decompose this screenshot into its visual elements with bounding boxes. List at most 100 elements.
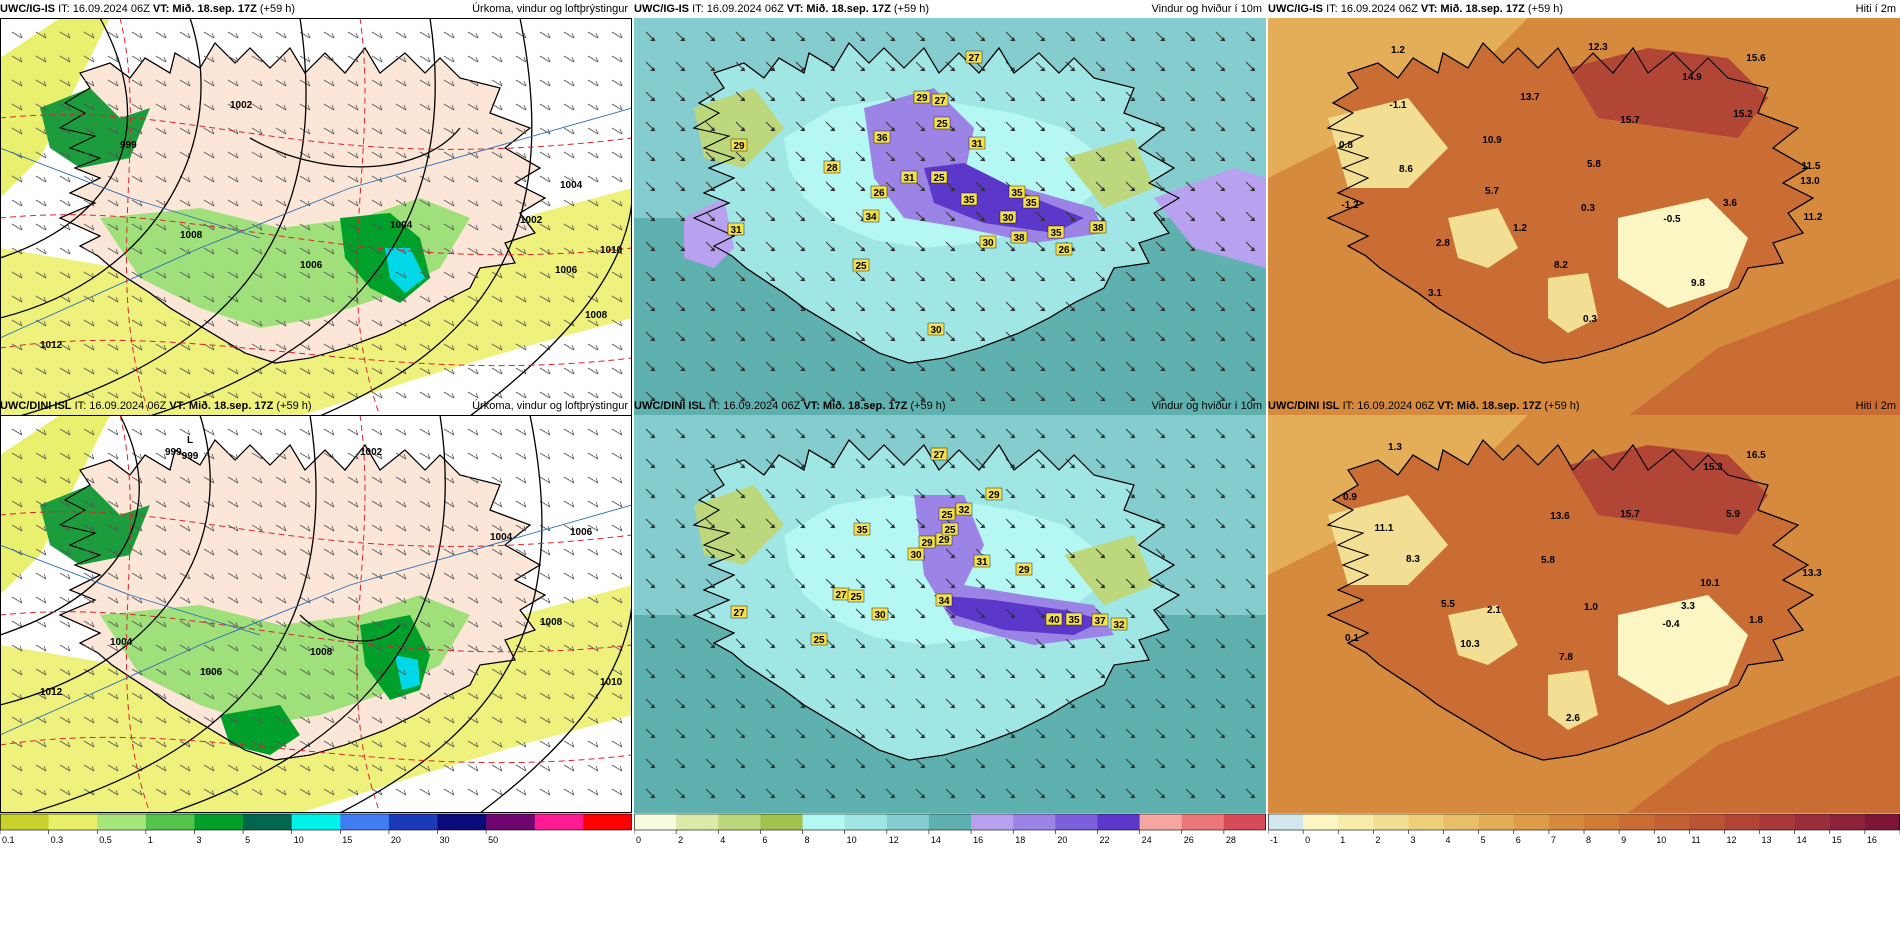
gust-label: 36 <box>873 130 891 144</box>
colorbar-tick: 20 <box>1057 835 1067 845</box>
svg-text:40: 40 <box>1048 615 1060 626</box>
low-pressure-value: 999 <box>182 451 199 462</box>
colorbar-swatch <box>388 814 439 830</box>
colorbar-tick: 8 <box>805 835 810 845</box>
colorbar-swatch <box>1584 814 1620 830</box>
gust-label: 27 <box>965 50 983 64</box>
colorbar-swatch <box>1013 814 1056 830</box>
temp-area <box>1568 48 1768 138</box>
gust-label: 32 <box>1110 617 1128 631</box>
isobar-label: 1002 <box>230 100 253 111</box>
gust-label: 28 <box>823 160 841 174</box>
coastline-outline <box>692 439 1181 761</box>
gust-label: 29 <box>985 487 1003 501</box>
temp-label: 3.6 <box>1723 198 1737 209</box>
colorbar-tick: 14 <box>931 835 941 845</box>
colorbar-swatch <box>634 814 677 830</box>
map-view[interactable]: 1.3 16.5 15.3 0.9 13.6 15.7 5.9 11.1 8.3 5.8 10.1 1… <box>1268 415 1900 813</box>
isobar-label: 1004 <box>110 637 133 648</box>
temp-label: 11.1 <box>1375 523 1394 534</box>
temp-label: 5.8 <box>1541 555 1555 566</box>
temp-label: -1.2 <box>1341 200 1359 211</box>
map-view[interactable]: 1002 1004 1006 1008 1010 1012 999 1002 1004 1006 1… <box>0 17 634 417</box>
model-name: UWC/DINI ISL <box>634 400 706 412</box>
temp-area <box>1618 595 1748 705</box>
gust-label: 31 <box>727 222 745 236</box>
colorbar-swatch <box>1303 814 1339 830</box>
gust-label: 30 <box>979 235 997 249</box>
temp-label: 0.9 <box>1343 492 1357 503</box>
temp-label: 12.3 <box>1588 42 1608 53</box>
colorbar-swatch <box>1181 814 1225 830</box>
gust-label: 27 <box>931 93 949 107</box>
coastline-outline <box>1326 439 1815 761</box>
gust-label: 40 <box>1045 612 1063 626</box>
colorbar-swatch <box>1408 814 1445 830</box>
temp-label: -1.1 <box>1389 100 1407 111</box>
valid-time-label: VT: <box>803 400 820 412</box>
valid-time: Mið. 18.sep. 17Z <box>806 3 891 15</box>
temp-label: 14.9 <box>1682 72 1702 83</box>
colorbar-tick: 1 <box>1340 835 1345 845</box>
temp-label: -0.4 <box>1662 619 1680 630</box>
valid-time: Mið. 18.sep. 17Z <box>1456 400 1542 412</box>
colorbar-tick: 16 <box>973 835 983 845</box>
valid-time: Mið. 18.sep. 17Z <box>188 400 274 412</box>
graticule <box>0 147 261 239</box>
temp-area <box>1548 273 1598 333</box>
gust-label: 25 <box>933 116 951 130</box>
valid-time-label: VT: <box>152 3 170 15</box>
panel-header: UWC/IG-IS IT: 16.09.2024 06Z VT: Mið. 18… <box>0 0 632 18</box>
colorbar-tick: 24 <box>1142 835 1152 845</box>
isobar-label: 1008 <box>585 310 608 321</box>
colorbar-tick: 10 <box>294 835 304 845</box>
panel-title: Hiti í 2m <box>1855 400 1896 412</box>
wind-area <box>1154 168 1266 268</box>
colorbar: -101234567891011121314151617 <box>1267 813 1900 845</box>
svg-text:31: 31 <box>730 225 742 236</box>
colorbar-tick: 11 <box>1691 835 1700 845</box>
temp-label: 5.7 <box>1485 186 1499 197</box>
svg-text:30: 30 <box>874 610 886 621</box>
temp-area <box>1628 675 1900 813</box>
colorbar-tick: 12 <box>1726 835 1736 845</box>
svg-text:30: 30 <box>1002 213 1014 224</box>
gust-label: 35 <box>1022 195 1040 209</box>
colorbar-swatch <box>97 814 147 830</box>
temp-label: 7.8 <box>1559 652 1573 663</box>
svg-text:25: 25 <box>941 510 953 521</box>
init-time: IT: 16.09.2024 06Z <box>692 3 784 15</box>
temp-label: 1.0 <box>1584 602 1598 613</box>
coastline-outline <box>58 42 547 364</box>
panel-title: Úrkoma, vindur og loftþrýstingur <box>472 400 628 412</box>
colorbar-swatch <box>1268 814 1304 830</box>
lead-time: (+59 h) <box>910 400 946 412</box>
colorbar-swatch <box>1654 814 1690 830</box>
isobar-label: 1010 <box>600 245 623 256</box>
isobars <box>0 414 634 814</box>
colorbar-swatch <box>1139 814 1183 830</box>
legend: -101234567891011121314151617 <box>1267 813 1900 847</box>
colorbar-tick: -1 <box>1270 835 1278 845</box>
temp-label: 15.3 <box>1703 462 1723 473</box>
temp-area <box>1568 445 1768 535</box>
precip-area <box>220 705 300 755</box>
coastline-outline <box>58 439 547 761</box>
init-time: IT: 16.09.2024 06Z <box>1326 3 1418 15</box>
map-view[interactable]: 1.2 12.3 15.6 14.9 -1.1 13.7 15.2 0.8 10.9 15.7 8.… <box>1268 18 1900 416</box>
map-view[interactable]: 29 31 29 36 27 28 31 31 25 35 35 34 26 30 35 38 35 38 30 26… <box>634 18 1266 416</box>
svg-text:27: 27 <box>968 53 980 64</box>
map-view[interactable]: 999 1002 1004 1006 1008 1010 1012 1004 1006 1008 L… <box>0 414 634 814</box>
panel-header: UWC/DINI ISL IT: 16.09.2024 06Z VT: Mið.… <box>1268 397 1900 415</box>
colorbar-swatch <box>1548 814 1585 830</box>
temp-label: 13.0 <box>1800 176 1820 187</box>
gust-label: 26 <box>1055 242 1073 256</box>
map-view[interactable]: 27 32 29 35 29 25 29 30 29 31 27 25 27 30 34 25 40 35 37 32… <box>634 415 1266 813</box>
colorbar-swatch <box>1097 814 1141 830</box>
valid-time: Mið. 18.sep. 17Z <box>172 3 257 15</box>
svg-text:25: 25 <box>850 592 862 603</box>
isobar-label: 1004 <box>390 220 413 231</box>
gust-label: 27 <box>730 605 748 619</box>
precip-area <box>395 655 420 690</box>
gust-label: 35 <box>1008 185 1026 199</box>
